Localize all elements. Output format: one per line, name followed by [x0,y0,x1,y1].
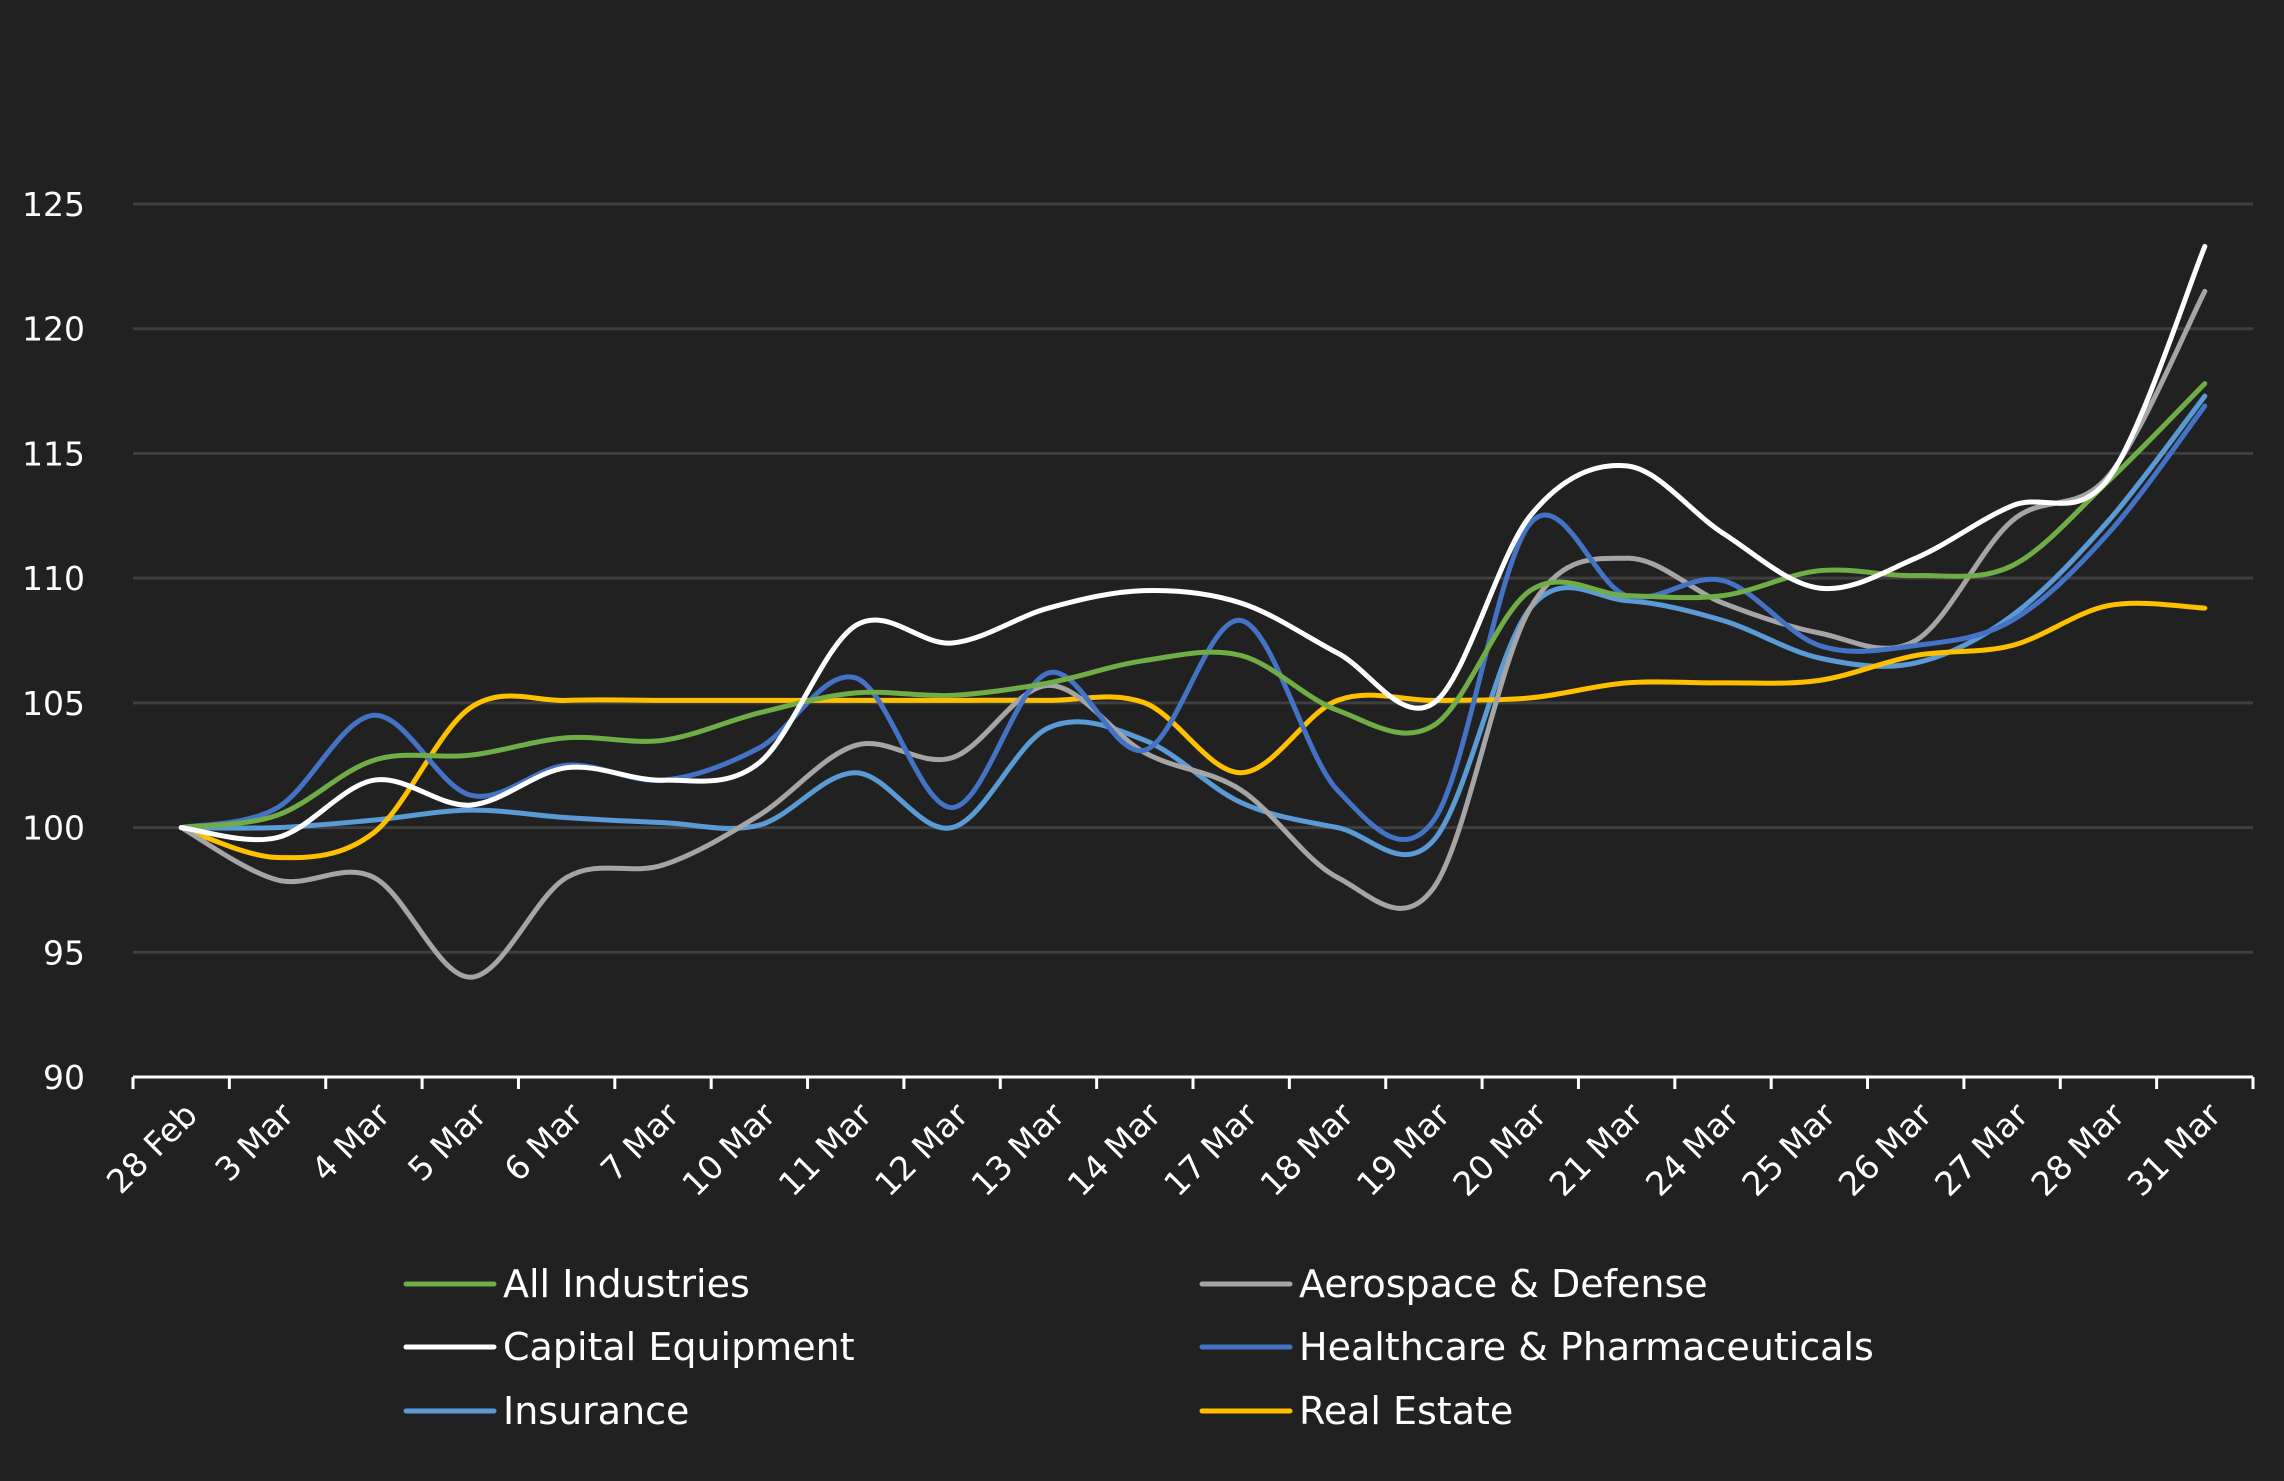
legend-label: Insurance [503,1389,689,1433]
legend-label: Healthcare & Pharmaceuticals [1299,1325,1874,1369]
y-tick-label: 125 [22,185,85,224]
x-tick-label: 27 Mar [1927,1095,2036,1204]
series-line-insurance [178,393,2208,857]
series-line-capital-equipment [178,243,2208,843]
legend-label: Real Estate [1299,1389,1513,1433]
gridlines [133,202,2253,954]
series-line-all-industries [178,381,2208,831]
series-line-real-estate [178,600,2208,861]
x-tick-label: 24 Mar [1638,1095,1747,1204]
x-tick-label: 4 Mar [304,1095,398,1189]
x-tick-label: 5 Mar [400,1095,494,1189]
x-tick-label: 26 Mar [1831,1095,1940,1204]
x-tick-label: 21 Mar [1542,1095,1651,1204]
legend-item-aerospace-defense: Aerospace & Defense [1199,1262,1708,1306]
x-tick-label: 18 Mar [1252,1095,1361,1204]
x-tick-label: 14 Mar [1060,1095,1169,1204]
y-tick-label: 120 [22,310,85,349]
x-tick-label: 12 Mar [867,1095,976,1204]
legend-label: Capital Equipment [503,1325,855,1369]
y-tick-label: 105 [22,684,85,723]
x-tick-label: 11 Mar [771,1095,880,1204]
legend-item-capital-equipment: Capital Equipment [403,1325,855,1369]
y-tick-label: 115 [22,434,85,473]
x-tick-label: 28 Mar [2023,1095,2132,1204]
legend-label: Aerospace & Defense [1299,1262,1708,1306]
x-tick-label: 6 Mar [496,1095,590,1189]
x-tick-label: 10 Mar [674,1095,783,1204]
x-tick-label: 7 Mar [593,1095,687,1189]
y-tick-label: 110 [22,559,85,598]
legend-item-insurance: Insurance [403,1389,689,1433]
x-tick-label: 3 Mar [207,1095,301,1189]
x-axis [131,1075,2255,1089]
x-tick-label: 19 Mar [1349,1095,1458,1204]
legend-item-real-estate: Real Estate [1199,1389,1513,1433]
series-line-aerospace-defense [178,288,2208,980]
x-tick-label: 28 Feb [99,1095,205,1201]
legend-item-all-industries: All Industries [403,1262,750,1306]
y-tick-label: 95 [43,933,85,972]
x-tick-label: 31 Mar [2120,1095,2229,1204]
legend: All Industries Aerospace & Defense Capital… [403,1262,1874,1433]
y-axis-tick-labels: 90 95 100 105 110 115 120 125 [22,185,85,1097]
y-tick-label: 90 [43,1058,85,1097]
x-tick-label: 17 Mar [1156,1095,1265,1204]
x-tick-label: 20 Mar [1445,1095,1554,1204]
series-lines [178,243,2208,980]
legend-label: All Industries [503,1262,750,1306]
y-tick-label: 100 [22,809,85,848]
x-tick-label: 25 Mar [1734,1095,1843,1204]
legend-item-healthcare-pharmaceuticals: Healthcare & Pharmaceuticals [1199,1325,1874,1369]
x-tick-label: 13 Mar [963,1095,1072,1204]
series-line-healthcare-pharmaceuticals [178,403,2208,843]
